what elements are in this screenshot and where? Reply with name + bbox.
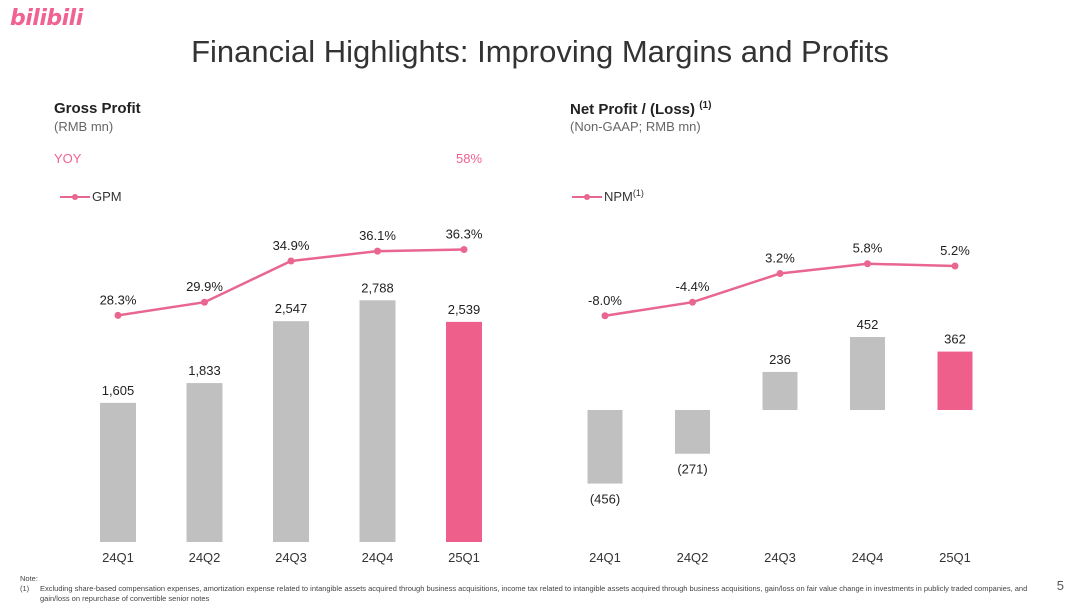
npm-legend-marker	[572, 192, 602, 202]
net-profit-line-value-label: -8.0%	[588, 293, 622, 308]
gross-profit-bar-value-label: 2,788	[361, 280, 394, 295]
gross-profit-bar-24Q2	[186, 383, 223, 542]
net-profit-line-value-label: 5.2%	[940, 243, 970, 258]
gross-profit-title: Gross Profit	[54, 100, 141, 117]
gross-profit-category-label: 25Q1	[448, 550, 480, 565]
gross-profit-bar-value-label: 2,547	[275, 301, 308, 316]
net-profit-category-label: 24Q2	[677, 550, 709, 565]
net-profit-title: Net Profit / (Loss) (1)	[570, 100, 711, 118]
net-profit-line-value-label: 3.2%	[765, 251, 795, 266]
net-profit-category-label: 24Q3	[764, 550, 796, 565]
gross-profit-line-value-label: 36.1%	[359, 228, 396, 243]
net-profit-subtitle: (Non-GAAP; RMB mn)	[570, 119, 701, 134]
gross-profit-category-label: 24Q1	[102, 550, 134, 565]
net-profit-line-point	[776, 270, 784, 278]
gpm-legend-marker	[60, 192, 90, 202]
gpm-legend: GPM	[60, 189, 122, 204]
page-number: 5	[1056, 578, 1064, 593]
gross-profit-line-point	[460, 245, 468, 253]
net-profit-title-footnote: (1)	[699, 100, 712, 111]
net-profit-line-point	[864, 260, 871, 268]
net-profit-line-value-label: 5.8%	[853, 241, 883, 256]
page-title: Financial Highlights: Improving Margins …	[191, 34, 889, 69]
npm-legend: NPM (1)	[572, 187, 644, 204]
gross-profit-bar-value-label: 1,833	[188, 363, 221, 378]
gross-profit-line-point	[374, 247, 381, 255]
gross-profit-bar-24Q4	[359, 300, 396, 542]
gross-profit-category-label: 24Q3	[275, 550, 307, 565]
gross-profit-bar-24Q3	[273, 321, 309, 542]
gross-profit-bar-24Q1	[100, 402, 136, 542]
gross-profit-bar-value-label: 2,539	[448, 302, 481, 317]
footnotes: Note: (1) Excluding share-based compensa…	[20, 574, 1030, 604]
net-profit-line-point	[689, 298, 696, 306]
gross-profit-subtitle: (RMB mn)	[54, 119, 114, 134]
gpm-legend-label: GPM	[92, 189, 122, 204]
net-profit-line-point	[951, 262, 959, 270]
gross-profit-line-point	[287, 257, 295, 265]
net-profit-bar-value-label: 236	[769, 352, 791, 367]
gross-profit-bar-25Q1	[446, 321, 482, 542]
net-profit-category-label: 24Q1	[589, 550, 621, 565]
gross-profit-line-value-label: 34.9%	[273, 238, 310, 253]
note-item: (1) Excluding share-based compensation e…	[20, 584, 1030, 604]
npm-legend-footnote: (1)	[632, 187, 644, 198]
net-profit-bar-value-label: 452	[857, 317, 879, 332]
net-profit-title-text: Net Profit / (Loss)	[570, 101, 696, 118]
yoy-label: YOY	[54, 151, 82, 166]
net-profit-line-value-label: -4.4%	[676, 279, 710, 294]
gross-profit-line-value-label: 29.9%	[186, 279, 223, 294]
net-profit-bar-24Q2	[675, 410, 710, 454]
gross-profit-category-label: 24Q2	[189, 550, 221, 565]
net-profit-category-label: 24Q4	[852, 550, 884, 565]
note-number: (1)	[20, 584, 30, 593]
gross-profit-line-value-label: 28.3%	[100, 292, 137, 307]
gross-profit-line-value-label: 36.3%	[446, 226, 483, 241]
npm-legend-label: NPM	[604, 189, 633, 204]
net-profit-bar-value-label: (456)	[590, 492, 620, 507]
yoy-value: 58%	[456, 151, 483, 166]
gross-profit-line-point	[201, 298, 208, 306]
gross-profit-category-label: 24Q4	[362, 550, 394, 565]
gross-profit-bar-value-label: 1,605	[102, 383, 135, 398]
net-profit-line-point	[601, 312, 609, 320]
note-heading: Note:	[20, 574, 38, 583]
bilibili-logo: bilibili	[10, 6, 83, 31]
net-profit-bar-24Q1	[587, 410, 623, 484]
net-profit-bar-value-label: 362	[944, 332, 966, 347]
net-profit-bar-25Q1	[937, 351, 973, 410]
net-profit-category-label: 25Q1	[939, 550, 971, 565]
note-text: Excluding share-based compensation expen…	[40, 584, 1028, 603]
gross-profit-line-point	[114, 311, 122, 319]
net-profit-bar-value-label: (271)	[677, 462, 707, 477]
net-profit-bar-24Q3	[762, 371, 798, 410]
net-profit-bar-24Q4	[850, 337, 885, 410]
